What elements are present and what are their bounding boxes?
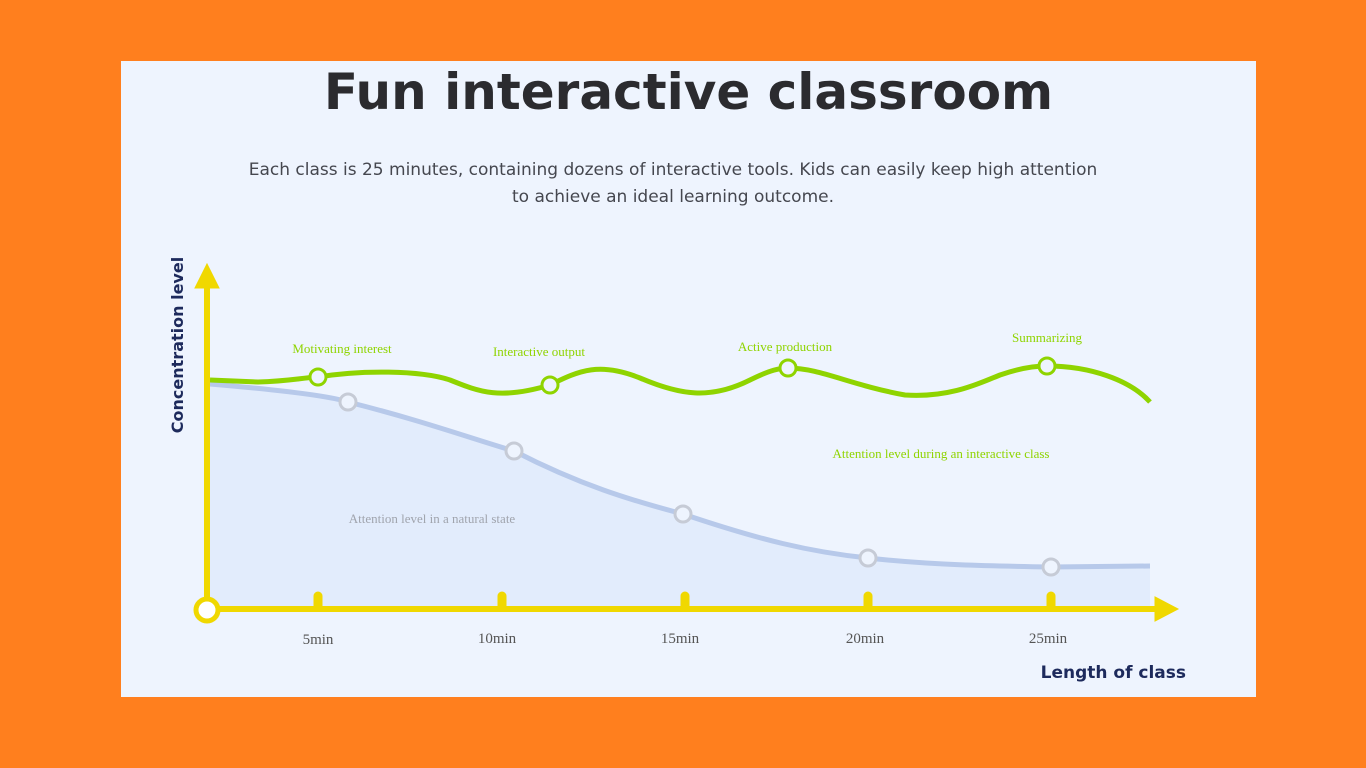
stage-marker — [1037, 356, 1057, 376]
natural-marker — [338, 392, 358, 412]
natural-marker — [1041, 557, 1061, 577]
series-label: Attention level during an interactive cl… — [833, 446, 1050, 461]
x-arrow — [1154, 596, 1180, 622]
origin — [193, 596, 221, 624]
natural-marker — [504, 441, 524, 461]
interactive-curve — [209, 363, 1152, 404]
stage-marker — [778, 358, 798, 378]
stage-marker — [540, 375, 560, 395]
y-axis-label: Concentration level — [168, 257, 187, 433]
stage-marker — [308, 367, 328, 387]
subtitle: Each class is 25 minutes, containing doz… — [248, 160, 1098, 207]
stage-label: Interactive output — [493, 344, 585, 359]
natural-area — [210, 384, 1150, 609]
stage-label: Summarizing — [1012, 330, 1083, 345]
x-tick-label: 10min — [478, 631, 517, 647]
natural-marker — [673, 504, 693, 524]
x-tick-label: 20min — [846, 631, 885, 647]
x-tick-label: 15min — [661, 631, 700, 647]
y-arrow — [194, 262, 220, 289]
natural-marker — [858, 548, 878, 568]
stage-label: Active production — [738, 339, 833, 354]
title: Fun interactive classroom — [323, 63, 1054, 121]
x-axis-label: Length of class — [1041, 663, 1186, 683]
x-tick-label: 25min — [1029, 631, 1068, 647]
axes — [193, 262, 1180, 624]
stage-label: Motivating interest — [292, 341, 392, 356]
x-tick-label: 5min — [303, 632, 334, 648]
series-label: Attention level in a natural state — [349, 511, 516, 526]
